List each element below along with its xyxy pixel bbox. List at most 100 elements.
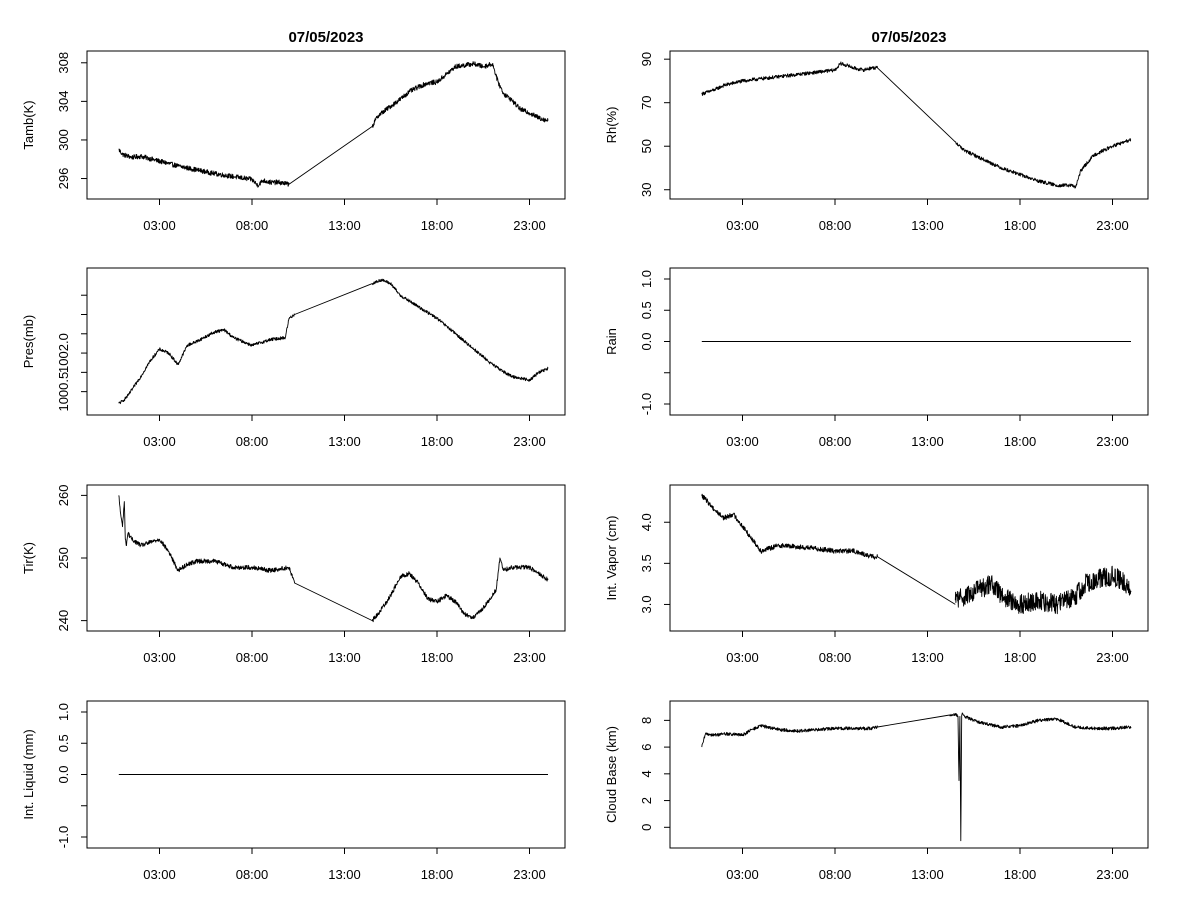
- tir-y-tick-label: 250: [56, 547, 71, 569]
- vapor-x-tick-label: 13:00: [911, 650, 944, 665]
- rain-x-tick-label: 03:00: [726, 434, 759, 449]
- cloud-x-tick-label: 08:00: [819, 867, 852, 882]
- rh-x-tick-label: 08:00: [819, 218, 852, 233]
- liquid-y-axis-label: Int. Liquid (mm): [21, 729, 36, 819]
- rh-x-tick-label: 23:00: [1096, 218, 1129, 233]
- liquid-x-tick-label: 03:00: [143, 867, 176, 882]
- rh-y-axis-label: Rh(%): [604, 107, 619, 144]
- tir-x-tick-label: 13:00: [328, 650, 361, 665]
- rain-x-tick-label: 23:00: [1096, 434, 1129, 449]
- liquid-x-tick-label: 23:00: [513, 867, 546, 882]
- cloud-y-tick-label: 0: [639, 824, 654, 831]
- tamb-y-axis-label: Tamb(K): [21, 100, 36, 149]
- vapor-y-tick-label: 4.0: [639, 513, 654, 531]
- rh-x-tick-label: 13:00: [911, 218, 944, 233]
- vapor-x-tick-label: 23:00: [1096, 650, 1129, 665]
- rh-x-tick-label: 03:00: [726, 218, 759, 233]
- rain-y-tick-label: 0.5: [639, 301, 654, 319]
- rh-plot-frame: [669, 50, 1149, 200]
- rain-y-tick-label: 1.0: [639, 270, 654, 288]
- rain-y-tick-label: -1.0: [639, 393, 654, 415]
- tir-series-line: [118, 495, 549, 623]
- vapor-x-tick-label: 08:00: [819, 650, 852, 665]
- vapor-plot-frame: [669, 484, 1149, 632]
- tamb-x-tick-label: 13:00: [328, 218, 361, 233]
- cloud-y-axis-label: Cloud Base (km): [604, 726, 619, 823]
- vapor-x-tick-label: 18:00: [1004, 650, 1037, 665]
- pres-x-tick-label: 08:00: [236, 434, 269, 449]
- pres-x-tick-label: 13:00: [328, 434, 361, 449]
- rain-x-tick-label: 18:00: [1004, 434, 1037, 449]
- cloud-x-tick-label: 23:00: [1096, 867, 1129, 882]
- liquid-y-tick-label: 1.0: [56, 703, 71, 721]
- pres-x-tick-label: 23:00: [513, 434, 546, 449]
- pres-x-tick-label: 18:00: [421, 434, 454, 449]
- tir-plot-frame: [86, 484, 566, 632]
- vapor-series-line: [701, 493, 956, 605]
- tamb-y-tick-label: 296: [56, 168, 71, 190]
- liquid-x-tick-label: 18:00: [421, 867, 454, 882]
- rh-series-line: [701, 61, 1132, 189]
- pres-y-tick-label: 1000.5: [56, 372, 71, 412]
- vapor-x-tick-label: 03:00: [726, 650, 759, 665]
- tamb-x-tick-label: 08:00: [236, 218, 269, 233]
- tamb-y-tick-label: 308: [56, 52, 71, 74]
- tamb-series-line: [118, 61, 549, 188]
- liquid-y-tick-label: 0.0: [56, 765, 71, 783]
- tamb-plot-frame: [86, 50, 566, 200]
- tamb-y-tick-label: 304: [56, 91, 71, 113]
- rain-y-tick-label: 0.0: [639, 332, 654, 350]
- tir-y-tick-label: 240: [56, 610, 71, 632]
- vapor-series-line: [954, 565, 1132, 615]
- liquid-y-tick-label: -1.0: [56, 826, 71, 848]
- rain-x-tick-label: 13:00: [911, 434, 944, 449]
- liquid-y-tick-label: 0.5: [56, 734, 71, 752]
- vapor-y-tick-label: 3.0: [639, 595, 654, 613]
- rh-title: 07/05/2023: [871, 29, 946, 46]
- pres-y-axis-label: Pres(mb): [21, 315, 36, 368]
- rh-y-tick-label: 50: [639, 139, 654, 153]
- pres-y-tick-label: 1002.0: [56, 333, 71, 373]
- rain-x-tick-label: 08:00: [819, 434, 852, 449]
- tamb-panel: 07/05/2023 Tamb(K) 296 300 304 308 03:00 08:00 1…: [21, 29, 566, 233]
- tamb-y-tick-label: 300: [56, 129, 71, 151]
- tir-y-tick-label: 260: [56, 485, 71, 507]
- pres-x-tick-label: 03:00: [143, 434, 176, 449]
- liquid-panel: Int. Liquid (mm) -1.0 0.0 0.5 1.0 03:00 08:00 1…: [21, 700, 566, 882]
- rh-y-tick-label: 90: [639, 52, 654, 66]
- cloud-plot-frame: [669, 700, 1149, 849]
- cloud-y-tick-label: 8: [639, 717, 654, 724]
- rh-panel: 07/05/2023 Rh(%) 30 50 70 90 03:00 08:00 13:00 18…: [604, 29, 1149, 233]
- vapor-y-axis-label: Int. Vapor (cm): [604, 515, 619, 600]
- cloud-panel: Cloud Base (km) 0 2 4 6 8 03:00 08:00 13:00 18:00…: [604, 700, 1149, 882]
- vapor-y-tick-label: 3.5: [639, 554, 654, 572]
- cloud-series-line: [701, 712, 1132, 842]
- tir-x-tick-label: 23:00: [513, 650, 546, 665]
- rain-y-axis-label: Rain: [604, 328, 619, 355]
- pres-plot-frame: [86, 267, 566, 416]
- tamb-x-tick-label: 23:00: [513, 218, 546, 233]
- pres-series-line: [118, 278, 549, 405]
- cloud-y-tick-label: 4: [639, 770, 654, 777]
- cloud-y-tick-label: 6: [639, 743, 654, 750]
- liquid-x-tick-label: 13:00: [328, 867, 361, 882]
- tamb-x-tick-label: 03:00: [143, 218, 176, 233]
- cloud-x-tick-label: 03:00: [726, 867, 759, 882]
- rh-y-tick-label: 70: [639, 95, 654, 109]
- rh-x-tick-label: 18:00: [1004, 218, 1037, 233]
- tir-x-tick-label: 03:00: [143, 650, 176, 665]
- cloud-y-tick-label: 2: [639, 797, 654, 804]
- tir-panel: Tir(K) 240 250 260 03:00 08:00 13:00 18:00 23:00: [21, 484, 566, 665]
- tir-y-axis-label: Tir(K): [21, 542, 36, 574]
- rain-panel: Rain -1.0 0.0 0.5 1.0 03:00 08:00 13:00 18:00 23:…: [604, 267, 1149, 449]
- tir-x-tick-label: 18:00: [421, 650, 454, 665]
- vapor-panel: Int. Vapor (cm) 3.0 3.5 4.0 03:00 08:00 13:00 1…: [604, 484, 1149, 665]
- rh-y-tick-label: 30: [639, 183, 654, 197]
- tamb-title: 07/05/2023: [288, 29, 363, 46]
- cloud-x-tick-label: 18:00: [1004, 867, 1037, 882]
- liquid-x-tick-label: 08:00: [236, 867, 269, 882]
- tamb-x-tick-label: 18:00: [421, 218, 454, 233]
- cloud-x-tick-label: 13:00: [911, 867, 944, 882]
